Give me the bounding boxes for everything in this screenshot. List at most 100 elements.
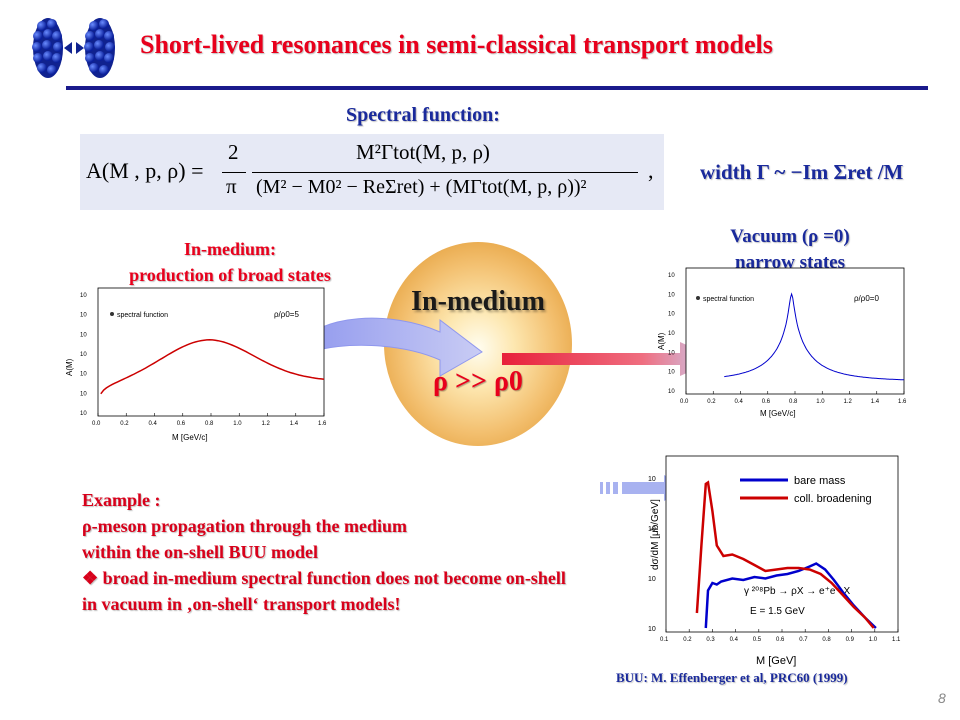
formula-lhs: A(M , p, ρ) =	[86, 158, 204, 183]
vacuum-spectral-chart: A(M) M [GeV/c] spectral function ρ/ρ0=0 …	[657, 267, 907, 418]
right-x-tick: 0.8	[789, 399, 798, 405]
width-relation: width Γ ~ −Im Σret /M	[700, 160, 904, 184]
example-heading: Example :	[82, 490, 161, 510]
bottom-x-tick: 0.2	[683, 637, 692, 643]
bottom-x-tick: 1.0	[869, 637, 878, 643]
formula-comma: ,	[648, 158, 654, 183]
left-x-tick: 0.6	[177, 421, 186, 427]
right-legend-marker	[696, 296, 700, 300]
left-y-axis-label: A(M)	[65, 358, 74, 376]
right-annotation: ρ/ρ0=0	[854, 294, 879, 303]
bottom-x-axis-label: M [GeV]	[756, 655, 796, 667]
in-medium-heading: In-medium:	[183, 239, 276, 259]
in-medium-subheading: production of broad states	[129, 265, 331, 285]
right-x-tick: 1.0	[816, 399, 825, 405]
bottom-x-tick: 0.1	[660, 637, 669, 643]
right-x-axis-label: M [GeV/c]	[760, 409, 796, 418]
left-x-tick: 0.0	[92, 421, 101, 427]
example-line-2: within the on-shell BUU model	[82, 542, 319, 562]
left-y-tick: 10	[80, 391, 87, 397]
left-x-tick: 1.0	[233, 421, 242, 427]
formula-numerator: M²Γtot(M, p, ρ)	[356, 140, 490, 164]
left-x-tick: 0.8	[205, 421, 214, 427]
left-y-tick: 10	[80, 313, 87, 319]
right-x-tick: 0.6	[762, 399, 771, 405]
bottom-y-tick: 10	[648, 476, 656, 483]
page-number: 8	[938, 690, 946, 706]
formula-fraction-bar	[252, 172, 638, 173]
left-y-tick: 10	[80, 411, 87, 417]
left-y-tick: 10	[80, 332, 87, 338]
bottom-x-tick: 0.9	[846, 637, 855, 643]
left-x-tick: 1.6	[318, 421, 327, 427]
broadening-curve	[695, 480, 875, 629]
left-x-tick: 0.2	[120, 421, 129, 427]
right-x-tick: 0.2	[707, 399, 716, 405]
right-y-tick: 10	[668, 389, 675, 395]
bottom-y-tick: 10	[648, 526, 656, 533]
in-medium-spectral-chart: A(M) M [GeV/c] spectral function ρ/ρ0=5 …	[65, 287, 327, 442]
right-y-tick: 10	[668, 292, 675, 298]
reaction-label: γ ²⁰⁸Pb → ρX → e⁺e⁻ X	[744, 586, 850, 597]
example-bullet: ❖ broad in-medium spectral function does…	[82, 565, 572, 617]
bottom-x-tick: 1.1	[892, 637, 901, 643]
left-y-tick: 10	[80, 293, 87, 299]
vacuum-heading: Vacuum (ρ =0)	[730, 226, 850, 247]
in-medium-curve	[100, 339, 325, 395]
left-x-tick: 1.2	[262, 421, 271, 427]
vacuum-curve	[724, 292, 904, 381]
formula-prefactor-den: π	[226, 174, 237, 198]
formula-prefactor-num: 2	[228, 140, 239, 164]
bottom-x-tick: 0.8	[822, 637, 831, 643]
bottom-x-tick: 0.3	[706, 637, 715, 643]
slide-title: Short-lived resonances in semi-classical…	[140, 30, 773, 59]
example-block: Example : ρ-meson propagation through th…	[82, 487, 572, 617]
curved-arrow	[295, 317, 483, 377]
left-y-tick: 10	[80, 352, 87, 358]
legend-broadening: coll. broadening	[794, 493, 872, 505]
right-legend: spectral function	[703, 296, 754, 303]
left-x-axis-label: M [GeV/c]	[172, 433, 208, 442]
left-plot-frame	[97, 287, 325, 417]
bottom-x-tick: 0.4	[730, 637, 739, 643]
bottom-x-tick: 0.6	[776, 637, 785, 643]
bare-mass-curve	[704, 562, 877, 629]
right-y-tick: 10	[668, 350, 675, 356]
right-plot-frame	[685, 267, 905, 395]
right-x-tick: 0.4	[735, 399, 744, 405]
spectral-formula: A(M , p, ρ) = 2 π M²Γtot(M, p, ρ) (M² − …	[80, 134, 664, 210]
left-x-tick: 0.4	[149, 421, 158, 427]
bottom-x-tick: 0.5	[753, 637, 762, 643]
formula-denominator: (M² − M0² − ReΣret) + (MΓtot(M, p, ρ))²	[256, 176, 587, 198]
nuclei-logo	[32, 18, 115, 78]
example-bullet-text: broad in-medium spectral function does n…	[82, 568, 566, 614]
left-y-tick: 10	[80, 372, 87, 378]
right-y-tick: 10	[668, 273, 675, 279]
legend-bare-mass: bare mass	[794, 475, 846, 487]
in-medium-title: In-medium	[411, 286, 545, 317]
bottom-x-tick: 0.7	[799, 637, 808, 643]
straight-arrow	[502, 342, 718, 376]
energy-label: E = 1.5 GeV	[750, 606, 805, 617]
bottom-y-tick: 10	[648, 626, 656, 633]
right-x-tick: 1.6	[898, 399, 907, 405]
prefactor-fraction-bar	[222, 172, 246, 173]
title-underline	[66, 86, 928, 90]
right-y-tick: 10	[668, 331, 675, 337]
spectral-function-label: Spectral function:	[346, 104, 500, 126]
left-annotation: ρ/ρ0=5	[274, 310, 299, 319]
left-legend-marker	[110, 312, 114, 316]
example-line-1: ρ-meson propagation through the medium	[82, 516, 408, 536]
right-y-axis-label: A(M)	[657, 332, 666, 350]
right-x-tick: 1.2	[844, 399, 853, 405]
diamond-bullet-icon: ❖	[82, 568, 103, 588]
right-x-tick: 1.4	[871, 399, 880, 405]
in-medium-label: In-medium: production of broad states	[80, 236, 380, 288]
left-x-tick: 1.4	[290, 421, 299, 427]
bottom-y-axis-label: dσ/dM [μb/GeV]	[650, 499, 661, 570]
right-x-tick: 0.0	[680, 399, 689, 405]
dilepton-cross-section-chart: dσ/dM [μb/GeV] M [GeV] bare mass coll. b…	[648, 455, 901, 667]
right-y-tick: 10	[668, 370, 675, 376]
reference: BUU: M. Effenberger et al, PRC60 (1999)	[616, 670, 848, 685]
left-legend: spectral function	[117, 312, 168, 319]
